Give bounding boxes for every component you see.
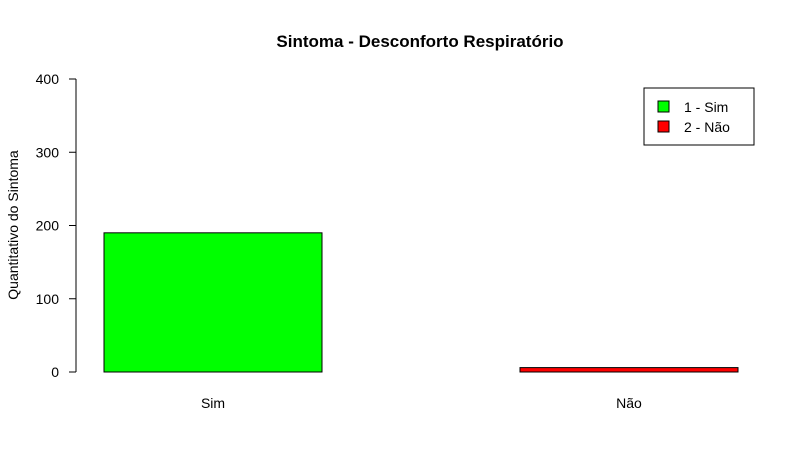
bar-nao — [519, 367, 739, 373]
x-tick-labels: Sim Não — [201, 395, 642, 411]
legend-label-nao: 2 - Não — [684, 119, 730, 135]
y-tick-label: 100 — [36, 291, 60, 307]
legend-swatch-sim — [657, 100, 670, 113]
chart-title: Sintoma - Desconforto Respiratório — [276, 32, 563, 51]
y-axis: 0 100 200 300 400 — [36, 71, 77, 380]
y-tick-label: 400 — [36, 71, 60, 87]
x-tick-label: Sim — [201, 395, 225, 411]
bar-sim — [103, 232, 323, 373]
legend-box — [643, 87, 755, 146]
legend-swatch-nao — [657, 120, 670, 133]
x-tick-label: Não — [616, 395, 642, 411]
y-axis-label: Quantitativo do Sintoma — [5, 150, 21, 300]
bars-group — [103, 232, 739, 373]
legend-label-sim: 1 - Sim — [684, 99, 728, 115]
legend: 1 - Sim 2 - Não — [643, 87, 755, 146]
y-tick-label: 0 — [51, 364, 59, 380]
y-tick-label: 300 — [36, 144, 60, 160]
y-tick-label: 200 — [36, 218, 60, 234]
